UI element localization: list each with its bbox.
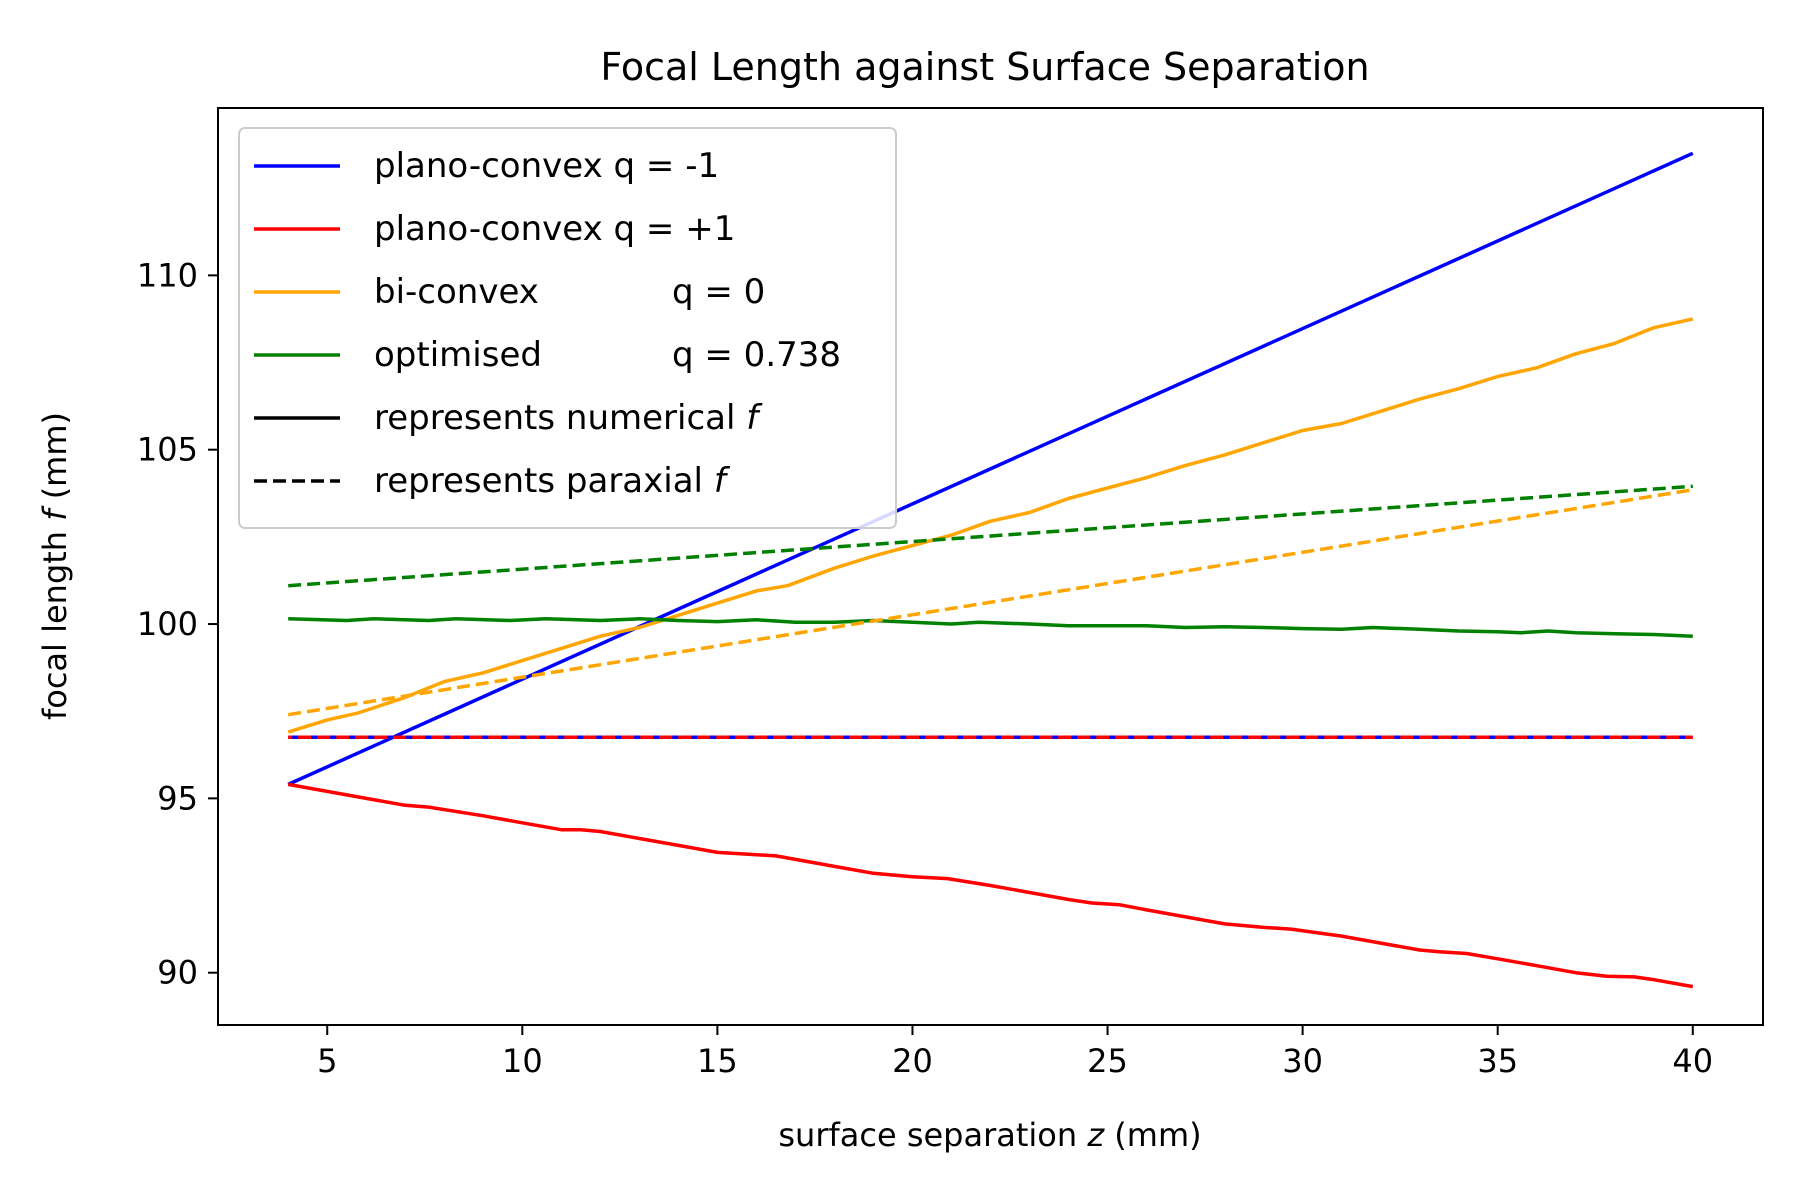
x-tick-label: 40 [1672, 1042, 1713, 1080]
legend-label-3: bi-convex [374, 272, 539, 312]
series-line-bi-convex-q-0-solid [287, 317, 1694, 734]
y-tick-label: 90 [157, 954, 198, 992]
y-tick-label: 95 [157, 779, 198, 817]
legend-q-label-4: q = 0.738 [672, 335, 841, 375]
chart-title: Focal Length against Surface Separation [600, 45, 1369, 89]
legend: plano-convex q = -1 plano-convex q = +1 bi… [238, 127, 897, 529]
series-line-optimised-q-0-738-paraxial-dashed [288, 484, 1693, 588]
x-tick-label: 30 [1282, 1042, 1323, 1080]
x-tick-label: 20 [892, 1042, 933, 1080]
x-tick-label: 15 [697, 1042, 738, 1080]
x-tick-label: 10 [502, 1042, 543, 1080]
x-axis-label: surface separation z (mm) [778, 1116, 1201, 1154]
series-line-plano-convex-q-1-solid [287, 782, 1694, 989]
series-line-optimised-q-0-738-solid [288, 617, 1693, 638]
y-tick-label: 105 [137, 431, 198, 469]
axis-ticks: 5 10 15 20 25 30 35 40 90 95 100 105 110 [137, 256, 1713, 1080]
plot-frame [217, 107, 1764, 1026]
legend-label-4: optimised [374, 335, 542, 375]
legend-label-6: represents paraxial f [374, 461, 731, 501]
legend-label-5: represents numerical f [374, 398, 763, 438]
legend-q-label-3: q = 0 [672, 272, 765, 312]
series-lines [287, 151, 1694, 989]
y-tick-label: 110 [137, 256, 198, 294]
legend-label-1: plano-convex q = -1 [374, 146, 719, 186]
legend-label-2: plano-convex q = +1 [374, 209, 735, 249]
x-tick-label: 35 [1477, 1042, 1518, 1080]
series-line-plano-convex-q-1-solid [287, 151, 1694, 786]
y-tick-label: 100 [137, 605, 198, 643]
y-axis-label: focal length f (mm) [36, 412, 74, 720]
x-tick-label: 5 [317, 1042, 337, 1080]
legend-box [238, 127, 897, 529]
series-line-bi-convex-q-0-paraxial-dashed [287, 488, 1694, 717]
x-tick-label: 25 [1087, 1042, 1128, 1080]
